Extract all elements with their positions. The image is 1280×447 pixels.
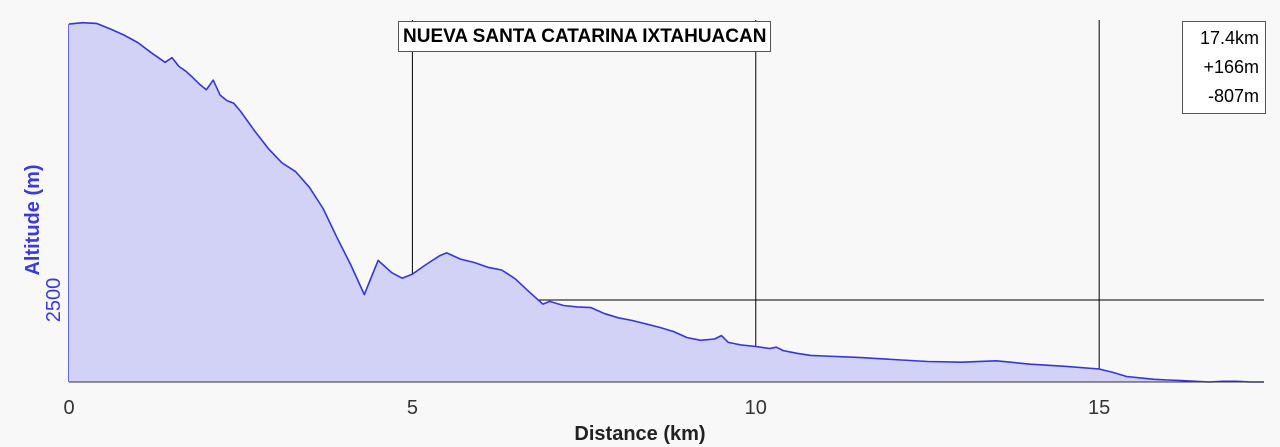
- stat-distance: 17.4km: [1199, 28, 1259, 48]
- x-tick-label: 10: [745, 397, 767, 419]
- route-stats: 17.4km +166m -807m: [1182, 21, 1266, 114]
- y-tick-labels: 2500: [43, 278, 65, 323]
- x-axis-label: Distance (km): [574, 423, 705, 445]
- elevation-area: [69, 22, 1264, 382]
- chart-title: NUEVA SANTA CATARINA IXTAHUACAN: [398, 21, 772, 52]
- stat-descent: -807m: [1207, 86, 1259, 106]
- x-tick-labels: 0 5 10 15: [63, 397, 1110, 419]
- y-tick-label: 2500: [43, 278, 65, 323]
- x-tick-label: 5: [407, 397, 418, 419]
- y-axis-label: Altitude (m): [22, 164, 44, 275]
- stat-ascent: +166m: [1203, 57, 1259, 77]
- x-tick-label: 0: [63, 397, 74, 419]
- x-tick-label: 15: [1088, 397, 1110, 419]
- elevation-line: [68, 21, 1264, 383]
